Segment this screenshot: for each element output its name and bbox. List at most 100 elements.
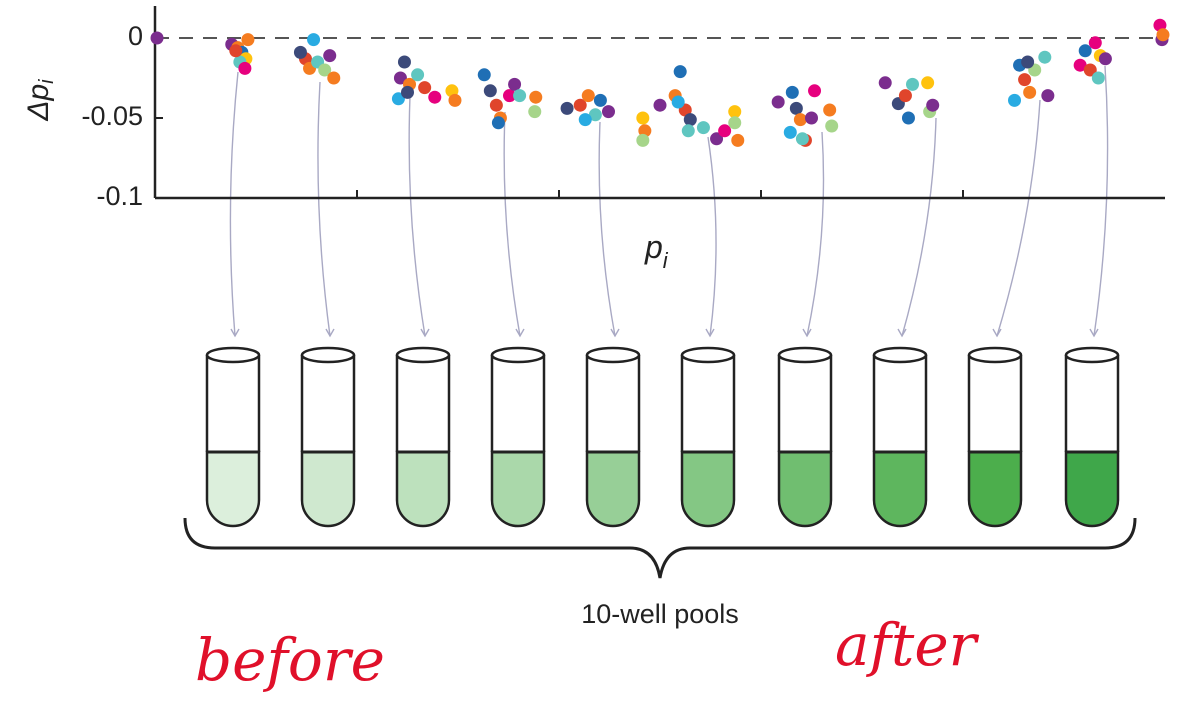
tube-rim xyxy=(207,348,259,362)
x-label-main: p xyxy=(644,229,663,265)
point xyxy=(718,124,731,137)
tube-liquid xyxy=(969,452,1021,526)
arrow xyxy=(409,96,425,336)
point xyxy=(582,89,595,102)
tube-rim xyxy=(587,348,639,362)
point xyxy=(697,121,710,134)
tube-rim xyxy=(779,348,831,362)
point xyxy=(784,126,797,139)
point xyxy=(1038,51,1051,64)
arrow xyxy=(230,72,238,336)
point xyxy=(401,86,414,99)
point xyxy=(492,116,505,129)
tube-liquid xyxy=(492,452,544,526)
tube-body xyxy=(492,355,544,452)
arrow xyxy=(807,132,824,336)
point xyxy=(1041,89,1054,102)
point xyxy=(772,96,785,109)
point xyxy=(418,81,431,94)
point xyxy=(1089,36,1102,49)
handwritten-after: after xyxy=(835,611,980,679)
point xyxy=(529,91,542,104)
arrow xyxy=(318,82,330,336)
arrow xyxy=(708,137,716,336)
y-axis-label: Δpi xyxy=(22,79,58,122)
arrow xyxy=(902,118,936,336)
point xyxy=(790,102,803,115)
tube-liquid xyxy=(397,452,449,526)
point xyxy=(579,113,592,126)
tube-rim xyxy=(874,348,926,362)
pools-label: 10-well pools xyxy=(581,599,739,629)
tube-liquid xyxy=(587,452,639,526)
point xyxy=(825,120,838,133)
point xyxy=(398,56,411,69)
tube-liquid xyxy=(1066,452,1118,526)
point xyxy=(602,105,615,118)
point xyxy=(294,46,307,59)
tube-liquid xyxy=(874,452,926,526)
point xyxy=(684,113,697,126)
point xyxy=(241,33,254,46)
arrow xyxy=(504,112,520,336)
point xyxy=(1023,86,1036,99)
point xyxy=(1099,52,1112,65)
tube-rim xyxy=(682,348,734,362)
point xyxy=(906,78,919,91)
y-tick-label: -0.05 xyxy=(81,101,143,131)
tube-body xyxy=(1066,355,1118,452)
point xyxy=(1079,44,1092,57)
point xyxy=(926,99,939,112)
tube-body xyxy=(587,355,639,452)
y-tick-label: -0.1 xyxy=(96,181,143,211)
point xyxy=(731,134,744,147)
point xyxy=(921,76,934,89)
point xyxy=(786,86,799,99)
tube-body xyxy=(207,355,259,452)
arrow-head xyxy=(803,329,811,336)
point xyxy=(899,89,912,102)
tube-liquid xyxy=(682,452,734,526)
tube-liquid xyxy=(207,452,259,526)
y-label-main: Δp xyxy=(22,84,55,122)
point xyxy=(1021,56,1034,69)
tube-body xyxy=(397,355,449,452)
point xyxy=(902,112,915,125)
tube-body xyxy=(874,355,926,452)
point xyxy=(1008,94,1021,107)
point xyxy=(238,62,251,75)
x-label-sub: i xyxy=(663,248,669,273)
figure: 10-well pools before after Δpi pi 0-0.05… xyxy=(0,0,1182,702)
tube-rim xyxy=(302,348,354,362)
point xyxy=(448,94,461,107)
point xyxy=(528,105,541,118)
arrow xyxy=(997,100,1040,336)
tube-body xyxy=(682,355,734,452)
point xyxy=(728,116,741,129)
point xyxy=(796,132,809,145)
point xyxy=(636,134,649,147)
arrow-head xyxy=(993,329,1001,336)
point xyxy=(879,76,892,89)
point xyxy=(561,102,574,115)
point xyxy=(594,94,607,107)
point xyxy=(307,33,320,46)
arrow xyxy=(599,122,615,336)
point xyxy=(411,68,424,81)
tube-rim xyxy=(969,348,1021,362)
point xyxy=(1156,28,1169,41)
y-tick-label: 0 xyxy=(128,21,143,51)
point xyxy=(428,91,441,104)
arrow-head xyxy=(898,329,906,336)
tube-liquid xyxy=(302,452,354,526)
tube-body xyxy=(779,355,831,452)
point xyxy=(674,65,687,78)
point xyxy=(823,104,836,117)
point xyxy=(805,112,818,125)
point xyxy=(323,49,336,62)
point xyxy=(490,99,503,112)
tube-body xyxy=(302,355,354,452)
point xyxy=(151,32,164,45)
point xyxy=(808,84,821,97)
tube-rim xyxy=(397,348,449,362)
